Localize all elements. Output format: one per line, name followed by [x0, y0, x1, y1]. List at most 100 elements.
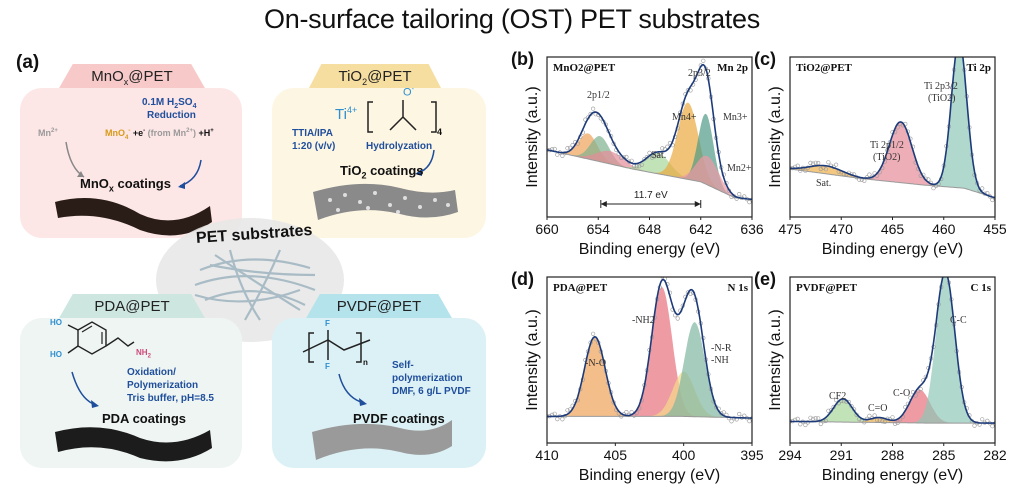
data-point: [826, 408, 831, 413]
peak-annotation: Mn2+: [727, 163, 752, 174]
mn2-precursor: Mn2+: [38, 128, 58, 138]
peak-annotation: (TiO2): [873, 152, 900, 163]
data-point: [813, 160, 818, 165]
envelope-c: [790, 57, 995, 199]
data-point: [945, 267, 949, 271]
pda-coating-label: PDA coatings: [102, 411, 187, 426]
xtick-label: 642: [689, 221, 713, 237]
o-minus-label: O-: [403, 86, 414, 99]
xtick-label: 636: [740, 221, 764, 237]
data-point: [892, 421, 898, 427]
panel-letter-c: (c): [754, 49, 776, 69]
peak-annotation: -NH: [711, 355, 729, 366]
ttip-subscript: 4: [437, 127, 443, 137]
plot-area-c: [790, 40, 995, 203]
data-point: [992, 196, 995, 201]
peak-annotation: C-C: [950, 315, 967, 326]
yaxis-title-b: Intensity (a.u.): [524, 86, 541, 187]
peak-b-3: [547, 149, 752, 200]
baseline-b: [547, 149, 752, 200]
core-level-label-d: N 1s: [728, 282, 749, 294]
peak-annotation: Ti 2p3/2: [924, 81, 958, 92]
pda-process-3: Tris buffer, pH=8.5: [127, 393, 214, 404]
splitting-label: 11.7 eV: [634, 190, 668, 201]
data-point: [649, 155, 655, 160]
xtick-label: 285: [932, 447, 956, 463]
data-point: [660, 146, 665, 151]
data-point: [955, 49, 959, 53]
ttip-structure: [313, 100, 458, 220]
xtick-label: 282: [983, 447, 1007, 463]
tio2-solvent-2: 1:20 (v/v): [292, 141, 336, 152]
panel-letter-b: (b): [511, 49, 534, 69]
peak-annotation: -N-R: [711, 343, 732, 354]
baseline-d: [547, 415, 752, 419]
peak-annotation: C-O: [893, 388, 910, 399]
peak-annotation: C=O: [868, 403, 888, 414]
pvdf-coating-label: PVDF coatings: [353, 411, 445, 426]
data-point: [737, 192, 742, 197]
pvdf-tab: PVDF@PET: [305, 294, 453, 320]
data-point: [823, 167, 829, 172]
data-point: [565, 146, 570, 151]
pet-substrate-graphic: [156, 218, 344, 342]
pda-process-2: Polymerization: [127, 380, 199, 391]
mnox-coating-label: MnOx coatings: [80, 176, 171, 194]
plot-area-b: [547, 58, 752, 205]
peak-c-1: [790, 121, 995, 198]
data-point: [555, 152, 560, 157]
data-point: [675, 316, 680, 321]
data-point: [701, 58, 706, 63]
data-point: [867, 413, 872, 419]
envelope-b: [547, 63, 752, 201]
sample-label-c: TiO2@PET: [796, 62, 853, 74]
data-point: [990, 197, 995, 203]
data-point: [895, 420, 900, 426]
f-top: F: [325, 319, 330, 328]
data-point: [808, 160, 813, 165]
xtick-label: 400: [672, 447, 696, 463]
peak-annotation: Sat.: [651, 150, 666, 161]
mnox-reaction: MnO4- +e- (from Mn2+) +H+: [105, 128, 214, 141]
peak-annotation: Ti 2p1/2: [870, 140, 904, 151]
data-point: [624, 410, 629, 415]
data-point: [926, 177, 931, 182]
xtick-label: 660: [535, 221, 559, 237]
data-point: [980, 186, 985, 191]
data-point: [862, 178, 867, 183]
peak-annotation: Mn4+: [672, 112, 697, 123]
tio2-fiber: [313, 183, 458, 220]
data-point: [826, 160, 831, 165]
data-point: [990, 424, 995, 429]
peak-annotation: 2p3/2: [688, 68, 711, 79]
chart-e: (e) 294 291 288 285 282 Binding energy (eV) Int…: [754, 267, 1007, 484]
peak-d-3: [547, 322, 752, 419]
core-level-label-c: Ti 2p: [966, 62, 991, 74]
nh2-label: NH2: [136, 348, 151, 360]
data-point: [737, 411, 742, 417]
data-point: [624, 154, 629, 160]
pet-fibers-icon: [194, 249, 316, 321]
xtick-label: 475: [778, 221, 802, 237]
tio2-process: Hydrolyzation: [366, 141, 433, 152]
panel-letter-d: (d): [511, 269, 534, 289]
tio2-solvent-1: TTIA/IPA: [292, 128, 333, 139]
data-point: [747, 419, 752, 424]
peak-e-0: [790, 398, 995, 424]
peak-annotation: Mn3+: [723, 112, 748, 123]
pvdf-process-2: polymerization: [392, 373, 463, 384]
panel-a-letter: (a): [16, 52, 40, 73]
data-point: [621, 155, 627, 160]
data-point: [816, 416, 821, 421]
peak-c-2: [790, 57, 995, 198]
xtick-label: 654: [587, 221, 611, 237]
peak-d-1: [547, 287, 752, 419]
data-point: [957, 40, 961, 44]
xtick-label: 395: [740, 447, 764, 463]
envelope-d: [547, 278, 752, 419]
data-point: [555, 417, 560, 422]
mnox-acid: 0.1M H2SO4: [142, 97, 197, 110]
ho-top: HO: [50, 318, 62, 327]
data-point: [798, 168, 803, 173]
data-point: [688, 291, 693, 296]
